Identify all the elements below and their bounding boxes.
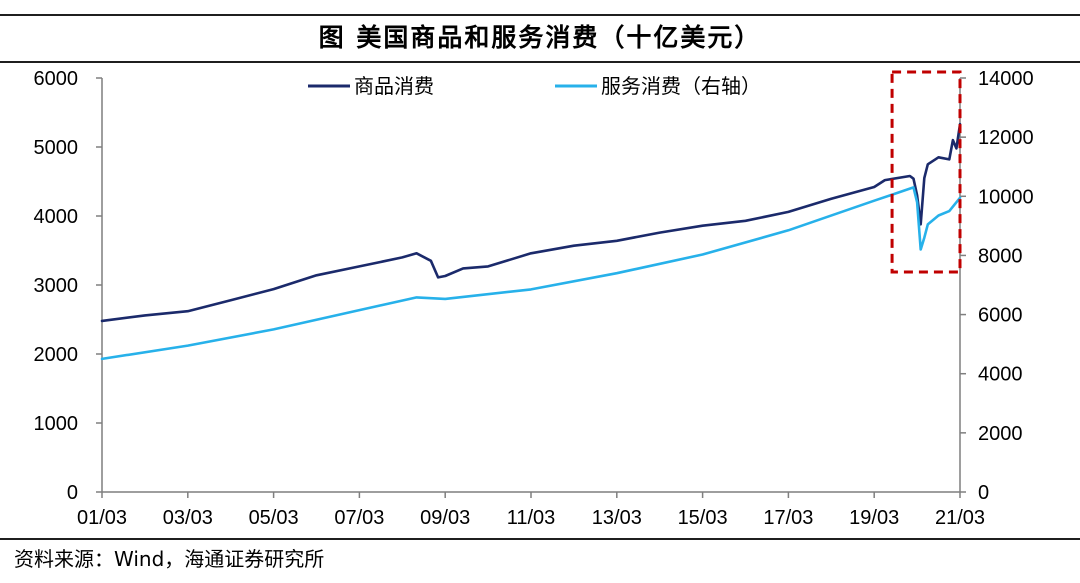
line-chart: 0 1000 2000 3000 4000 5000 6000 0 2000 4000 6000 8… <box>34 68 1034 529</box>
right-tick-label: 10000 <box>978 186 1034 208</box>
right-tick-label: 14000 <box>978 68 1034 90</box>
legend-label-services: 服务消费（右轴） <box>601 74 761 98</box>
left-tick-label: 6000 <box>34 68 79 90</box>
highlight-dashed-box <box>890 70 962 274</box>
x-tick-label: 15/03 <box>678 507 728 529</box>
x-tick-label: 17/03 <box>763 507 813 529</box>
series-layer <box>100 122 962 361</box>
right-axis: 0 2000 4000 6000 8000 10000 12000 14000 <box>959 68 1034 504</box>
left-tick-label: 2000 <box>34 344 79 366</box>
left-tick-label: 4000 <box>34 206 79 228</box>
right-tick-label: 4000 <box>978 364 1023 386</box>
x-axis: 01/03 03/03 05/03 07/03 09/03 11/03 13/03 15/03… <box>77 491 985 529</box>
left-tick-label: 5000 <box>34 137 79 159</box>
right-tick-label: 6000 <box>978 305 1023 327</box>
right-tick-label: 8000 <box>978 245 1023 267</box>
x-tick-label: 19/03 <box>849 507 899 529</box>
left-tick-label: 0 <box>67 482 78 504</box>
x-tick-label: 05/03 <box>249 507 299 529</box>
goods-consumption-line <box>100 122 962 323</box>
legend-label-goods: 商品消费 <box>354 74 434 98</box>
chart-title: 图 美国商品和服务消费（十亿美元） <box>318 23 762 52</box>
left-axis: 0 1000 2000 3000 4000 5000 6000 <box>34 68 103 504</box>
annotation-layer <box>890 70 962 274</box>
right-tick-label: 12000 <box>978 127 1034 149</box>
x-tick-label: 09/03 <box>420 507 470 529</box>
x-tick-label: 13/03 <box>592 507 642 529</box>
footer-rule <box>0 538 1080 540</box>
left-tick-label: 1000 <box>34 413 79 435</box>
services-consumption-line <box>100 186 962 361</box>
x-tick-label: 07/03 <box>334 507 384 529</box>
x-tick-label: 03/03 <box>163 507 213 529</box>
title-rule-bottom <box>0 61 1080 63</box>
x-tick-label: 01/03 <box>77 507 127 529</box>
source-note: 资料来源：Wind，海通证券研究所 <box>14 547 325 571</box>
left-tick-label: 3000 <box>34 275 79 297</box>
legend: 商品消费 服务消费（右轴） <box>308 74 761 98</box>
x-tick-label: 11/03 <box>507 507 556 529</box>
right-tick-label: 0 <box>978 482 989 504</box>
right-tick-label: 2000 <box>978 423 1023 445</box>
title-rule-top <box>0 14 1080 16</box>
x-tick-label: 21/03 <box>935 507 985 529</box>
